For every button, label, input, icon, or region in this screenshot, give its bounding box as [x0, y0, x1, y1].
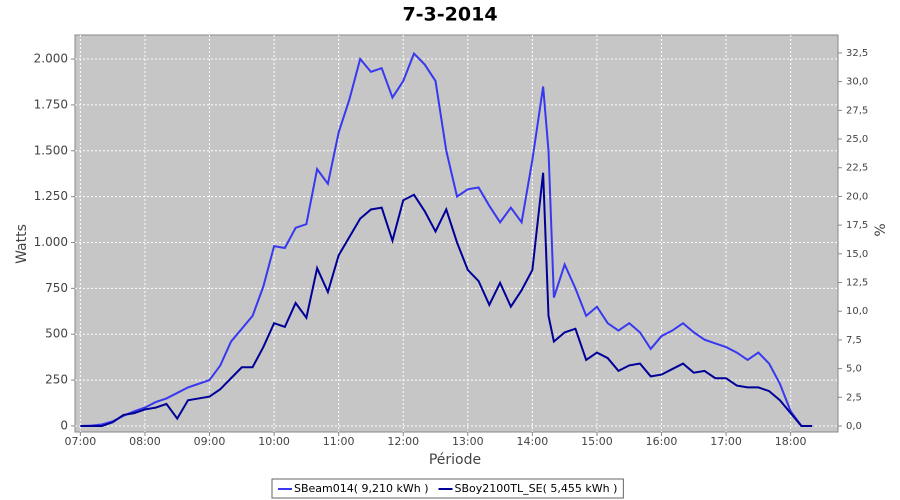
x-tick-label: 17:00	[710, 435, 742, 448]
y-tick-label: 250	[45, 373, 68, 387]
x-tick-label: 08:00	[129, 435, 161, 448]
x-tick-label: 09:00	[194, 435, 226, 448]
y-axis-label: Watts	[14, 224, 30, 264]
x-tick-label: 16:00	[646, 435, 678, 448]
y-tick-label: 1.000	[34, 235, 68, 249]
y2-tick-label: 17,5	[846, 220, 868, 231]
series-line	[80, 51, 813, 427]
y2-tick-label: 32,5	[846, 48, 868, 59]
x-tick-label: 07:00	[65, 435, 97, 448]
y-tick-label: 750	[45, 281, 68, 295]
y2-tick-label: 30,0	[846, 77, 868, 88]
y-tick-label: 1.250	[34, 189, 68, 203]
y2-axis-label: %	[873, 223, 889, 236]
y2-tick-label: 20,0	[846, 191, 868, 202]
x-tick-label: 13:00	[452, 435, 484, 448]
legend-label: SBeam014( 9,210 kWh )	[294, 482, 429, 495]
y2-tick-label: 27,5	[846, 105, 868, 116]
x-tick-label: 15:00	[581, 435, 613, 448]
plot-area	[74, 34, 839, 433]
x-tick-label: 11:00	[323, 435, 355, 448]
y-tick-label: 2.000	[34, 52, 68, 66]
x-tick-label: 14:00	[517, 435, 549, 448]
y2-tick-label: 12,5	[846, 278, 868, 289]
y2-tick-label: 15,0	[846, 249, 868, 260]
y2-tick-label: 7,5	[846, 335, 862, 346]
y2-tick-label: 22,5	[846, 163, 868, 174]
y2-tick-label: 10,0	[846, 306, 868, 317]
y-tick-label: 1.750	[34, 97, 68, 111]
y2-tick-label: 2,5	[846, 392, 862, 403]
y2-tick-label: 5,0	[846, 364, 862, 375]
x-tick-label: 10:00	[258, 435, 290, 448]
chart-title: 7-3-2014	[402, 4, 497, 26]
legend-label: SBoy2100TL_SE( 5,455 kWh )	[455, 482, 618, 495]
x-axis-label: Période	[429, 452, 481, 468]
x-tick-label: 18:00	[775, 435, 807, 448]
y-tick-label: 1.500	[34, 143, 68, 157]
y2-tick-label: 0,0	[846, 421, 862, 432]
series-line	[80, 172, 813, 427]
y-tick-label: 500	[45, 327, 68, 341]
y-tick-label: 0	[60, 418, 68, 432]
x-tick-label: 12:00	[387, 435, 419, 448]
y2-tick-label: 25,0	[846, 134, 868, 145]
